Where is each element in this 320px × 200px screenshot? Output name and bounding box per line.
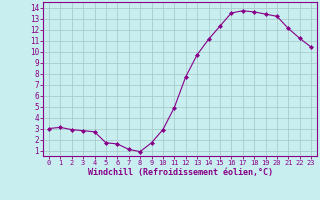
- X-axis label: Windchill (Refroidissement éolien,°C): Windchill (Refroidissement éolien,°C): [87, 168, 273, 177]
